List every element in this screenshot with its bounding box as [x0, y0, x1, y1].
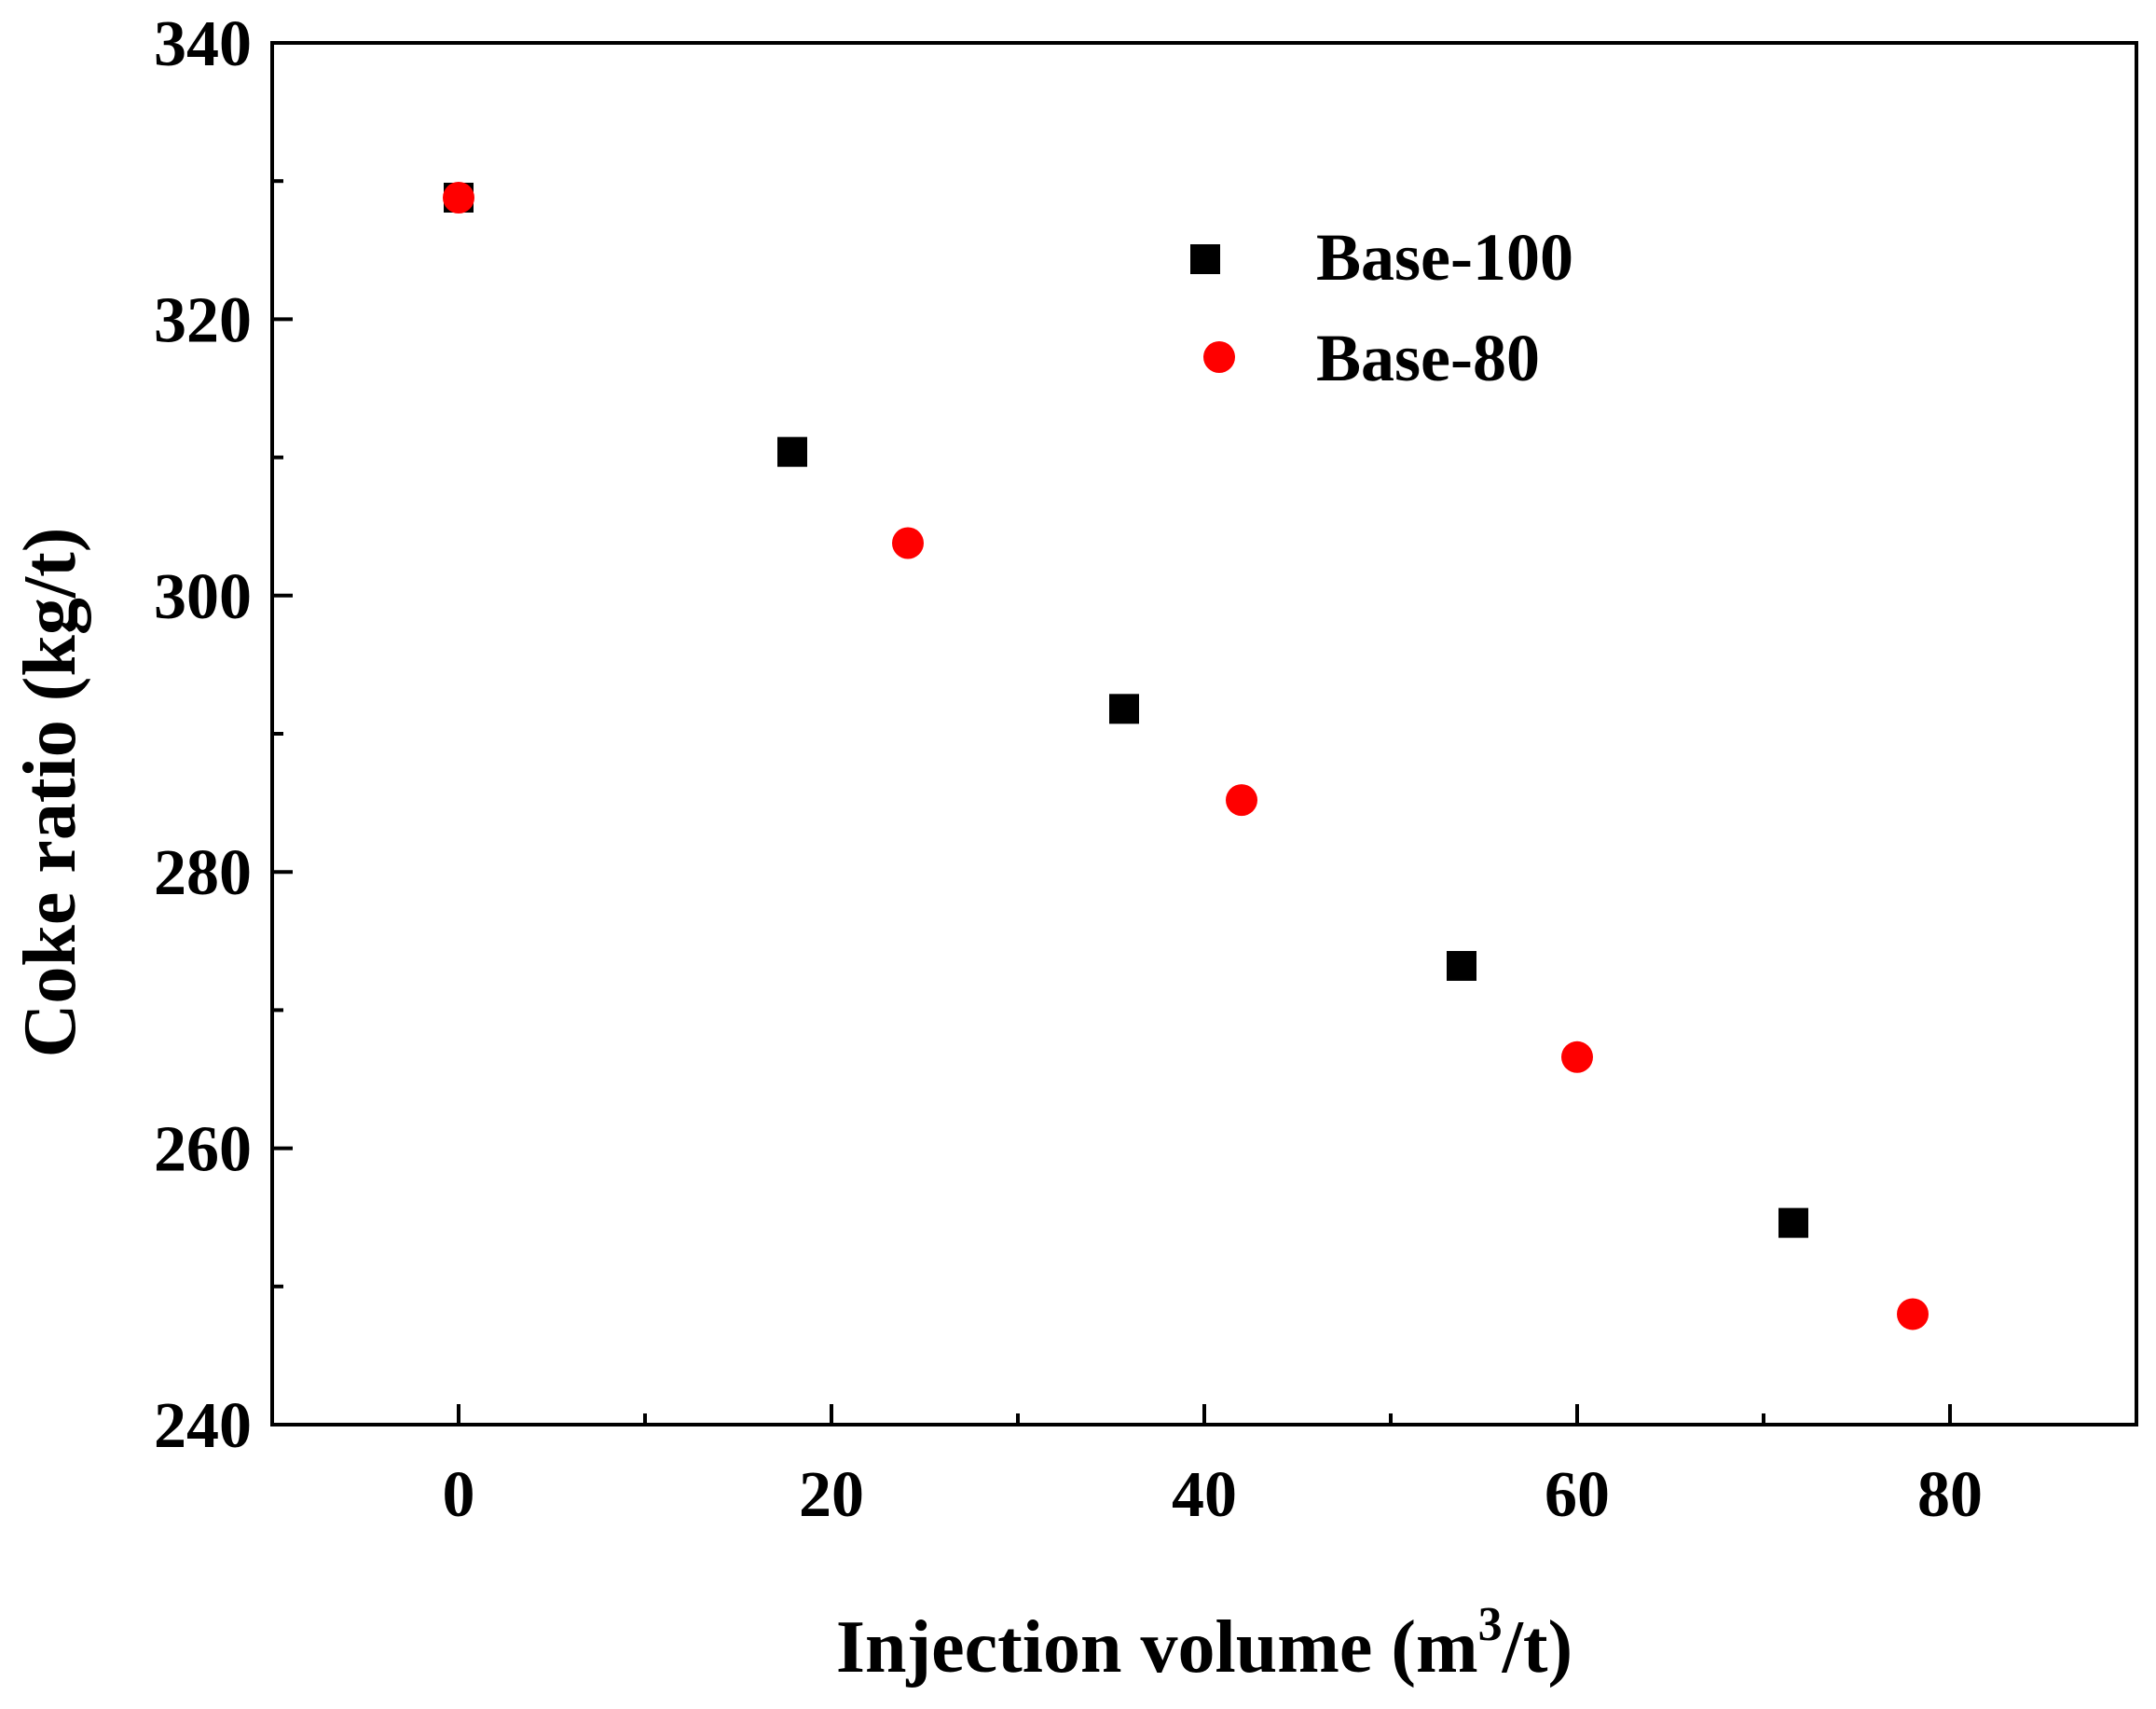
- point-base-80: [1226, 784, 1257, 817]
- y-axis-title: Coke ratio (kg/t): [9, 528, 91, 1058]
- axis-tick-labels: 0 20 40 60 80 240 260 280 300 320 340: [154, 8, 1983, 1531]
- point-base-100: [1109, 694, 1139, 724]
- x-tick-label: 0: [443, 1459, 475, 1531]
- point-base-100: [1447, 950, 1476, 981]
- x-axis-title-tail: /t): [1502, 1606, 1573, 1688]
- point-base-100: [777, 436, 807, 467]
- point-base-80: [1897, 1298, 1929, 1330]
- y-tick-label: 300: [154, 561, 252, 633]
- x-tick-label: 20: [799, 1459, 864, 1531]
- x-tick-label: 60: [1545, 1459, 1610, 1531]
- y-tick-label: 240: [154, 1390, 252, 1462]
- legend: Base-100 Base-80: [1190, 220, 1573, 395]
- legend-marker-base-80: [1203, 341, 1235, 373]
- point-base-100: [1778, 1207, 1808, 1238]
- plot-area-frame: [270, 41, 2138, 1426]
- y-tick-label: 340: [154, 8, 252, 80]
- y-tick-label: 320: [154, 284, 252, 356]
- data-points: [443, 181, 1929, 1330]
- point-base-80: [1561, 1041, 1593, 1073]
- x-axis-title-main: Injection volume (m: [836, 1606, 1478, 1688]
- x-tick-label: 40: [1172, 1459, 1237, 1531]
- y-tick-label: 260: [154, 1114, 252, 1186]
- point-base-80: [892, 527, 924, 559]
- x-axis-title-superscript: 3: [1478, 1598, 1503, 1651]
- legend-label-base-80: Base-80: [1316, 321, 1540, 395]
- x-tick-label: 80: [1917, 1459, 1983, 1531]
- x-axis-title: Injection volume (m3/t): [836, 1598, 1572, 1688]
- y-tick-label: 280: [154, 837, 252, 909]
- legend-marker-base-100: [1190, 244, 1220, 274]
- legend-label-base-100: Base-100: [1316, 220, 1573, 295]
- point-base-80: [443, 181, 474, 214]
